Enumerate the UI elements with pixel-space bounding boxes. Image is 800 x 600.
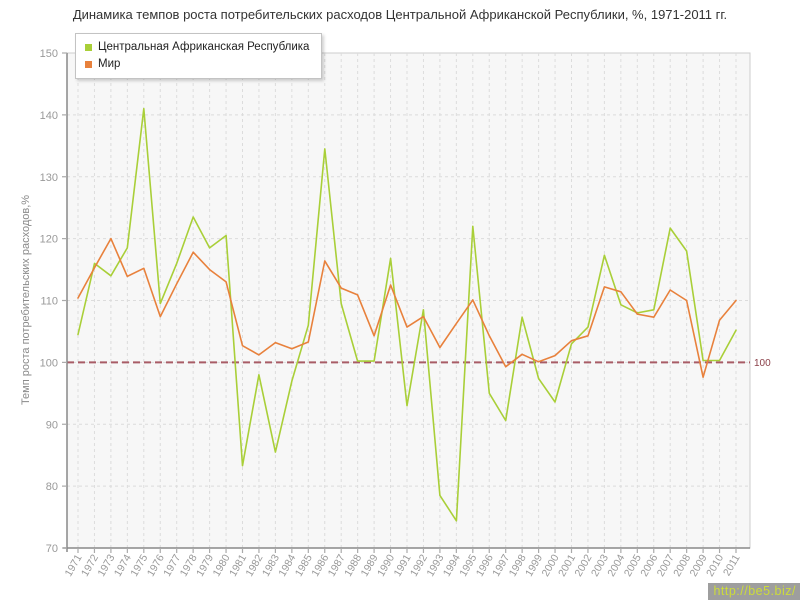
x-tick-label: 2011 bbox=[721, 552, 743, 578]
legend-label: Центральная Африканская Республика bbox=[98, 41, 310, 53]
plot-area bbox=[66, 52, 751, 549]
y-tick-label: 70 bbox=[46, 543, 58, 555]
legend-swatch-green-icon bbox=[85, 44, 92, 51]
legend-item-central-african-republic: Центральная Африканская Республика bbox=[85, 39, 309, 56]
y-tick-label: 120 bbox=[40, 234, 58, 246]
y-tick-label: 100 bbox=[40, 357, 58, 369]
chart-title: Динамика темпов роста потребительских ра… bbox=[72, 7, 728, 22]
y-tick-label: 150 bbox=[40, 48, 58, 60]
legend-item-world: Мир bbox=[85, 56, 309, 73]
y-tick-label: 90 bbox=[46, 419, 58, 431]
series-line-1 bbox=[77, 237, 737, 379]
y-tick-label: 140 bbox=[40, 110, 58, 122]
x-tick-label: 2010 bbox=[704, 552, 726, 578]
y-tick-label: 80 bbox=[46, 481, 58, 493]
y-tick-label: 110 bbox=[40, 296, 58, 308]
y-axis-title: Темп роста потребительских расходов,% bbox=[20, 194, 32, 406]
y-tick-label: 130 bbox=[40, 172, 58, 184]
watermark-url: http://be5.biz/ bbox=[708, 583, 800, 600]
legend-box: Центральная Африканская Республика Мир bbox=[75, 33, 323, 79]
legend-swatch-orange-icon bbox=[85, 61, 92, 68]
legend-label: Мир bbox=[98, 58, 121, 70]
series-line-0 bbox=[77, 107, 737, 522]
reference-line-label: 100 bbox=[754, 358, 771, 369]
